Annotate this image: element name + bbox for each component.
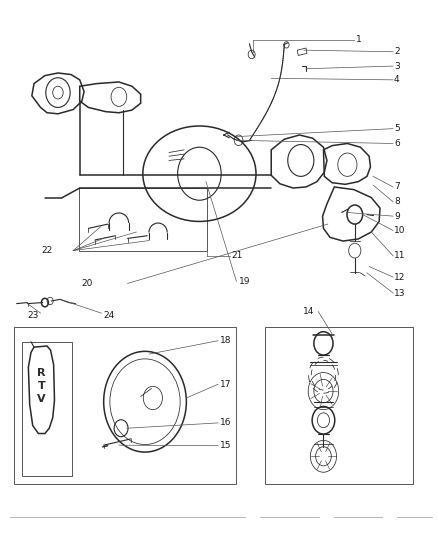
Text: 15: 15	[220, 441, 231, 450]
Text: 19: 19	[239, 277, 250, 286]
Text: 2: 2	[394, 47, 399, 56]
Text: R: R	[37, 368, 46, 377]
Text: 23: 23	[28, 311, 39, 320]
Text: 5: 5	[394, 124, 400, 133]
Text: 11: 11	[394, 252, 406, 261]
Text: 17: 17	[220, 379, 231, 389]
Text: 7: 7	[394, 182, 400, 191]
Text: 1: 1	[356, 35, 362, 44]
Text: 20: 20	[81, 279, 93, 288]
Text: 14: 14	[303, 307, 314, 316]
Text: 6: 6	[394, 139, 400, 148]
Text: 9: 9	[394, 212, 400, 221]
Text: 10: 10	[394, 226, 406, 235]
Text: 18: 18	[220, 336, 231, 345]
Text: 12: 12	[394, 272, 405, 281]
Text: 13: 13	[394, 288, 406, 297]
Text: 22: 22	[42, 246, 53, 255]
Text: T: T	[38, 381, 45, 391]
Text: 8: 8	[394, 197, 400, 206]
Text: 24: 24	[104, 311, 115, 320]
Text: 3: 3	[394, 62, 400, 70]
Text: 21: 21	[231, 252, 243, 261]
Text: V: V	[37, 394, 46, 404]
Text: 4: 4	[394, 75, 399, 84]
Text: 16: 16	[220, 418, 231, 427]
